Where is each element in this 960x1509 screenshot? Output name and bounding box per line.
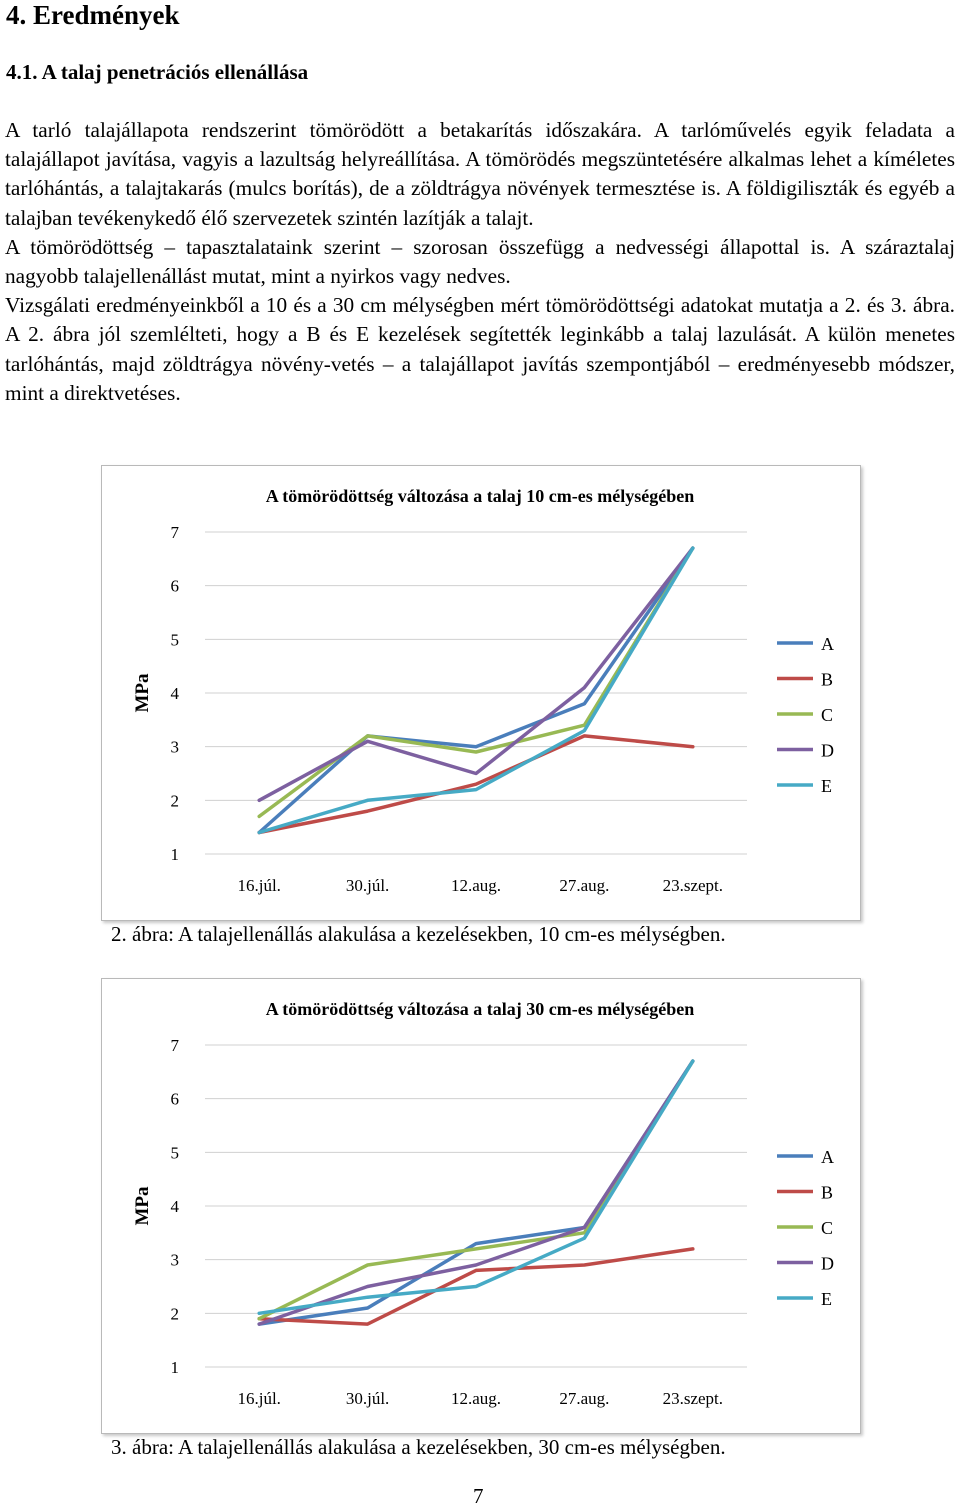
y-axis-label: MPa — [132, 1186, 153, 1226]
series-line-e — [257, 546, 695, 835]
x-tick-label: 12.aug. — [451, 876, 501, 895]
legend-label: A — [821, 634, 834, 654]
paragraph: A tömörödöttség – tapasztalataink szerin… — [5, 234, 955, 289]
legend-label: B — [821, 670, 833, 690]
figure-2-chart: A tömörödöttség változása a talaj 10 cm-… — [101, 465, 861, 921]
x-tick-label: 27.aug. — [559, 876, 609, 895]
chart-title: A tömörödöttség változása a talaj 30 cm-… — [266, 999, 694, 1019]
section-heading: 4. Eredmények — [6, 0, 180, 30]
legend-label: D — [821, 741, 834, 761]
y-tick-label: 6 — [171, 577, 180, 596]
y-tick-label: 2 — [171, 1304, 180, 1323]
legend-label: B — [821, 1183, 833, 1203]
y-tick-label: 7 — [171, 523, 180, 542]
series-line-c — [257, 1059, 695, 1321]
page-number: 7 — [473, 1484, 484, 1508]
y-tick-label: 5 — [171, 1143, 180, 1162]
y-tick-label: 4 — [171, 684, 180, 703]
series-line-b — [257, 1247, 695, 1326]
x-tick-label: 16.júl. — [237, 1389, 280, 1408]
legend-label: C — [821, 705, 833, 725]
body-text: A tarló talajállapota rendszerint tömörö… — [5, 116, 955, 408]
paragraph: A tarló talajállapota rendszerint tömörö… — [5, 118, 955, 230]
x-tick-label: 16.júl. — [237, 876, 280, 895]
chart-svg: A tömörödöttség változása a talaj 10 cm-… — [132, 486, 834, 895]
y-tick-label: 3 — [171, 1251, 180, 1270]
y-axis-label: MPa — [132, 673, 153, 713]
figure-2-caption: 2. ábra: A talajellenállás alakulása a k… — [111, 922, 726, 946]
y-tick-label: 1 — [171, 845, 180, 864]
x-tick-label: 30.júl. — [346, 876, 389, 895]
y-tick-label: 6 — [171, 1090, 180, 1109]
legend-label: E — [821, 1289, 832, 1309]
x-tick-label: 27.aug. — [559, 1389, 609, 1408]
legend-label: C — [821, 1218, 833, 1238]
y-tick-label: 3 — [171, 738, 180, 757]
y-tick-label: 2 — [171, 791, 180, 810]
series-line-e — [257, 1059, 695, 1316]
x-tick-label: 12.aug. — [451, 1389, 501, 1408]
x-tick-label: 23.szept. — [663, 1389, 723, 1408]
series-line-d — [257, 1059, 695, 1326]
y-tick-label: 7 — [171, 1036, 180, 1055]
series-line-a — [257, 546, 695, 835]
x-tick-label: 30.júl. — [346, 1389, 389, 1408]
paragraph: Vizsgálati eredményeinkből a 10 és a 30 … — [5, 293, 955, 405]
y-tick-label: 1 — [171, 1358, 180, 1377]
legend-label: E — [821, 776, 832, 796]
figure-3-caption: 3. ábra: A talajellenállás alakulása a k… — [111, 1435, 726, 1459]
series-line-b — [257, 734, 695, 835]
legend-label: D — [821, 1254, 834, 1274]
x-tick-label: 23.szept. — [663, 876, 723, 895]
legend-label: A — [821, 1147, 834, 1167]
figure-3-chart: A tömörödöttség változása a talaj 30 cm-… — [101, 978, 861, 1434]
series-line-d — [257, 546, 695, 803]
y-tick-label: 4 — [171, 1197, 180, 1216]
subsection-heading: 4.1. A talaj penetrációs ellenállása — [6, 60, 309, 84]
chart-title: A tömörödöttség változása a talaj 10 cm-… — [266, 486, 694, 506]
chart-svg: A tömörödöttség változása a talaj 30 cm-… — [132, 999, 834, 1408]
y-tick-label: 5 — [171, 630, 180, 649]
